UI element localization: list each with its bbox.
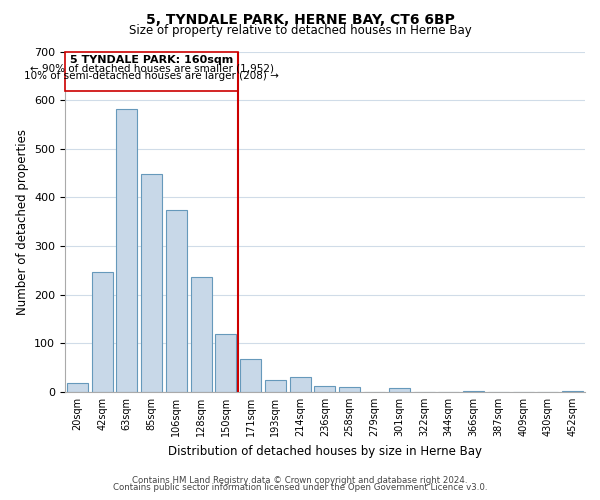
Bar [389, 388, 410, 392]
Bar [166, 210, 187, 392]
Text: ← 90% of detached houses are smaller (1,952): ← 90% of detached houses are smaller (1,… [29, 64, 274, 74]
Y-axis label: Number of detached properties: Number of detached properties [16, 128, 29, 314]
Bar [314, 386, 335, 392]
Bar [116, 109, 137, 392]
Text: 5 TYNDALE PARK: 160sqm: 5 TYNDALE PARK: 160sqm [70, 55, 233, 65]
Bar [290, 377, 311, 392]
Bar [141, 174, 162, 392]
Text: Contains public sector information licensed under the Open Government Licence v3: Contains public sector information licen… [113, 484, 487, 492]
Text: 10% of semi-detached houses are larger (208) →: 10% of semi-detached houses are larger (… [24, 72, 279, 82]
Text: 5, TYNDALE PARK, HERNE BAY, CT6 6BP: 5, TYNDALE PARK, HERNE BAY, CT6 6BP [146, 12, 454, 26]
X-axis label: Distribution of detached houses by size in Herne Bay: Distribution of detached houses by size … [168, 444, 482, 458]
Bar [92, 272, 113, 392]
Text: Contains HM Land Registry data © Crown copyright and database right 2024.: Contains HM Land Registry data © Crown c… [132, 476, 468, 485]
Bar [265, 380, 286, 392]
Text: Size of property relative to detached houses in Herne Bay: Size of property relative to detached ho… [128, 24, 472, 37]
FancyBboxPatch shape [65, 52, 238, 92]
Bar [215, 334, 236, 392]
Bar [240, 360, 261, 392]
Bar [339, 387, 360, 392]
Bar [191, 277, 212, 392]
Bar [463, 391, 484, 392]
Bar [67, 383, 88, 392]
